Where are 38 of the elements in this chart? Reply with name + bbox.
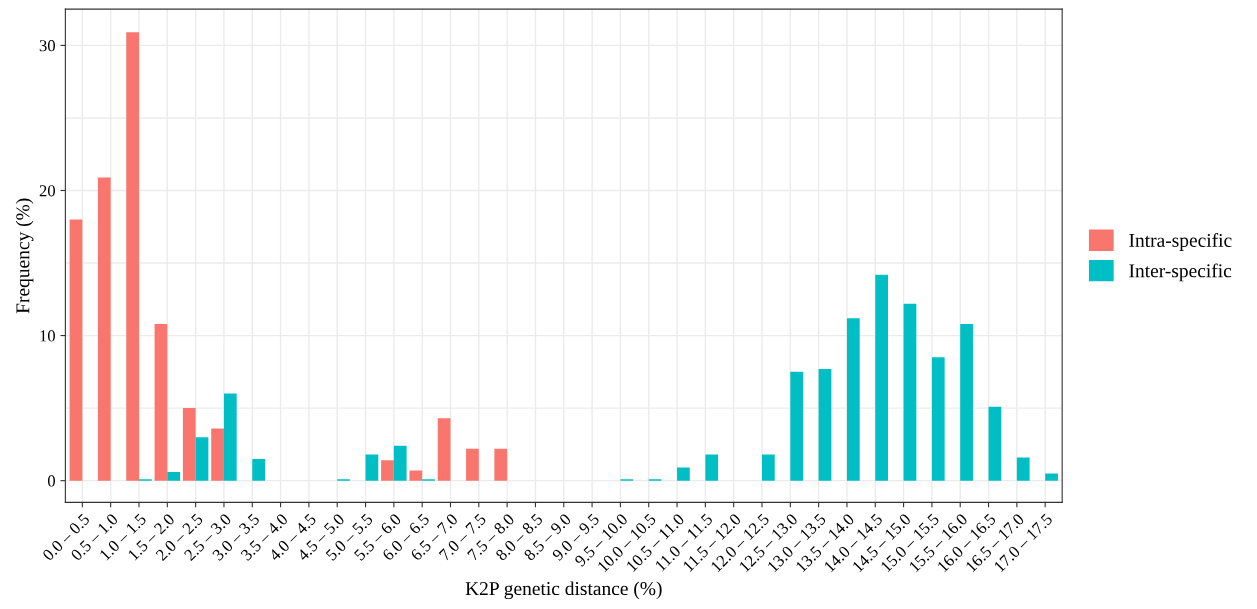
bar xyxy=(466,448,479,481)
bar xyxy=(409,470,423,481)
bar xyxy=(903,303,917,481)
bar xyxy=(365,454,379,481)
bar xyxy=(875,274,889,481)
bar xyxy=(846,318,860,481)
bar xyxy=(69,219,83,481)
bar xyxy=(154,323,168,481)
bar xyxy=(1016,457,1030,481)
bar xyxy=(790,371,804,481)
bar xyxy=(252,458,266,481)
bar xyxy=(494,448,508,481)
bar xyxy=(437,418,451,481)
bar xyxy=(1045,473,1058,481)
bar xyxy=(126,32,139,481)
legend-label: Inter-specific xyxy=(1129,263,1232,282)
bar xyxy=(393,445,407,481)
bar xyxy=(223,393,237,481)
bar xyxy=(381,460,394,481)
y-tick-label: 20 xyxy=(39,185,56,197)
bar xyxy=(167,471,181,481)
bar xyxy=(211,428,224,481)
bar xyxy=(97,177,111,481)
y-tick-label: 0 xyxy=(47,475,56,487)
y-axis-title: Frequency (%) xyxy=(15,198,34,314)
bar xyxy=(931,357,945,481)
bar xyxy=(705,454,719,481)
bar xyxy=(677,467,690,481)
bar xyxy=(761,454,775,481)
x-axis-title: K2P genetic distance (%) xyxy=(465,581,662,600)
bar xyxy=(988,406,1002,481)
y-tick-label: 30 xyxy=(39,40,56,52)
bar xyxy=(182,408,196,481)
bar xyxy=(960,323,973,481)
legend-label: Intra-specific xyxy=(1129,233,1232,251)
y-tick-label: 10 xyxy=(40,330,56,342)
bar xyxy=(195,437,209,481)
bar xyxy=(818,368,832,481)
